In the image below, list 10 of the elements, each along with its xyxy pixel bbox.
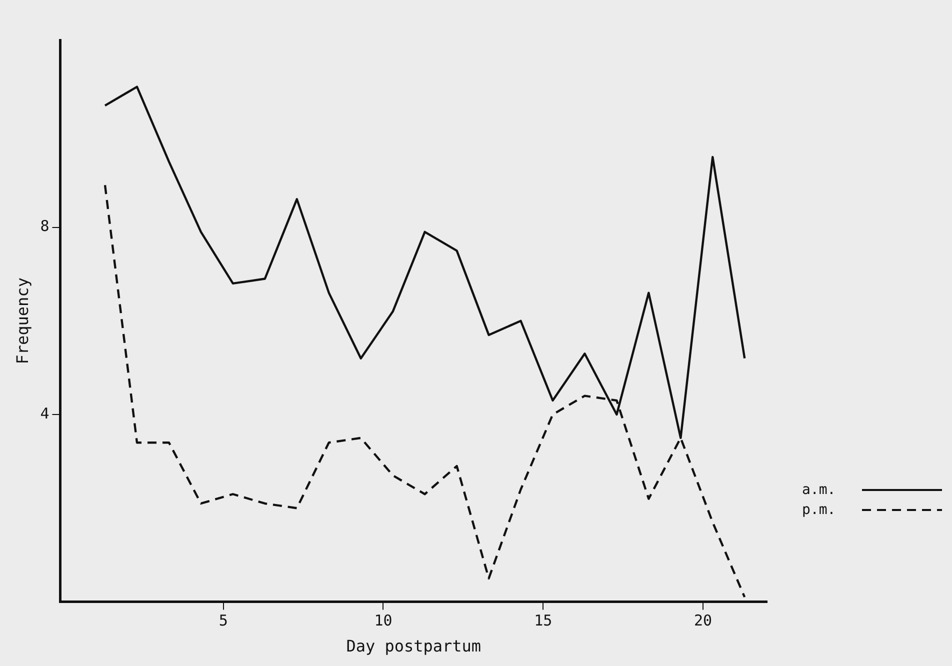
x-axis-title: Day postpartum [346, 636, 482, 656]
x-tick-label: 5 [218, 612, 228, 630]
text: p.m. [802, 502, 837, 518]
y-axis-title: Frequency [12, 277, 32, 364]
y-tick-label: 8 [40, 217, 50, 236]
y-tick-label: 4 [40, 404, 50, 422]
x-tick-label: 15 [534, 612, 552, 630]
x-tick-label: 10 [374, 612, 392, 630]
x-tick-label: 20 [694, 612, 712, 630]
text: a.m. [802, 482, 837, 498]
